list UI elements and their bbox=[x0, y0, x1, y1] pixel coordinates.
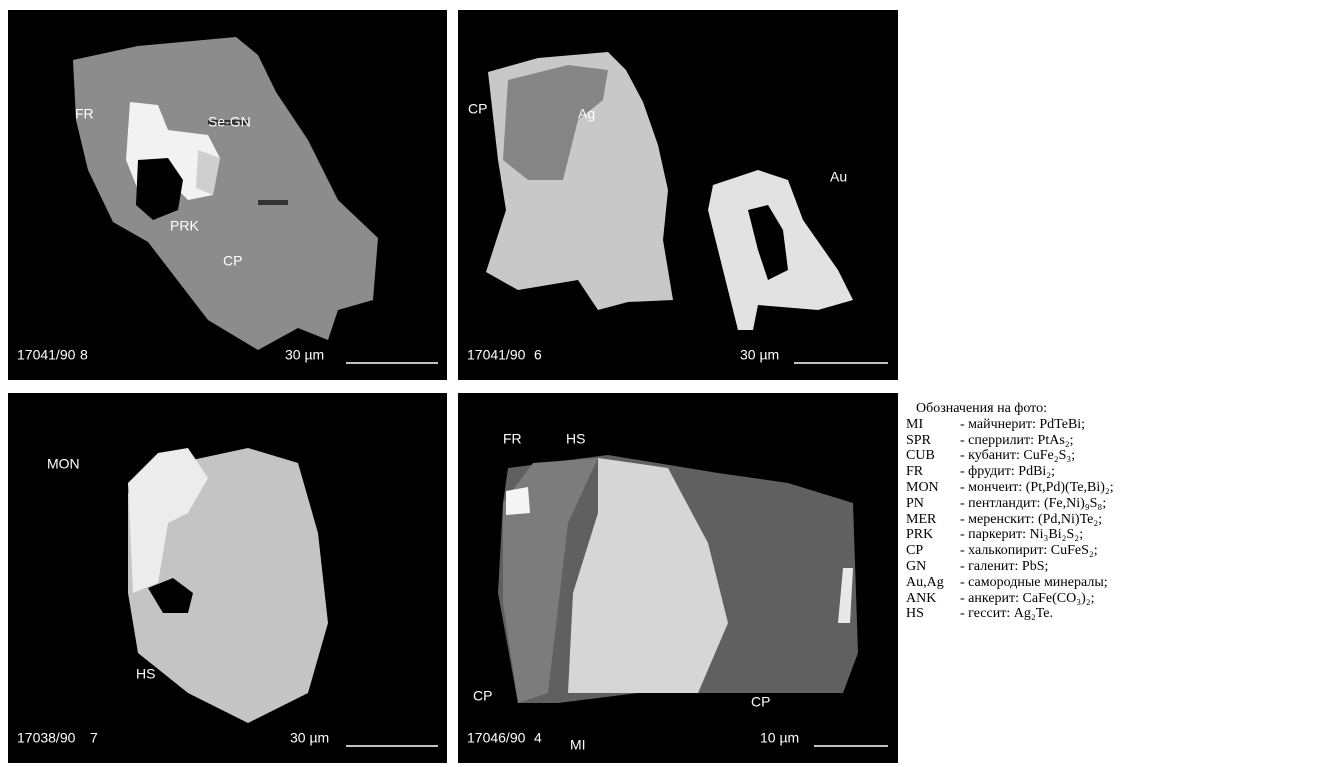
legend-row: HS- гессит: Ag₂Te. bbox=[906, 606, 1114, 622]
legend-code: Au,Ag bbox=[906, 575, 960, 591]
mineral-label: FR bbox=[75, 106, 94, 122]
legend-description: - самородные минералы; bbox=[960, 575, 1108, 591]
panel bbox=[458, 10, 898, 380]
legend-description: - сперрилит: PtAs₂; bbox=[960, 433, 1074, 449]
frame-number: 7 bbox=[90, 730, 98, 746]
legend-description: - кубанит: CuFe₂S₃; bbox=[960, 448, 1075, 464]
legend-row: SPR- сперрилит: PtAs₂; bbox=[906, 433, 1114, 449]
scale-label: 10 µm bbox=[760, 730, 799, 746]
legend-code: SPR bbox=[906, 433, 960, 449]
legend-description: - мончеит: (Pt,Pd)(Te,Bi)₂; bbox=[960, 480, 1114, 496]
legend: Обозначения на фото: MI- майчнерит: PdTe… bbox=[906, 401, 1114, 622]
frame-number: 8 bbox=[80, 347, 88, 363]
legend-description: - халькопирит: CuFeS₂; bbox=[960, 543, 1098, 559]
legend-row: MON- мончеит: (Pt,Pd)(Te,Bi)₂; bbox=[906, 480, 1114, 496]
mineral-label: MON bbox=[47, 456, 80, 472]
legend-description: - фрудит: PdBi₂; bbox=[960, 464, 1055, 480]
sample-id: 17038/90 bbox=[17, 730, 76, 746]
panel bbox=[8, 10, 447, 380]
panel bbox=[8, 393, 447, 763]
legend-code: FR bbox=[906, 464, 960, 480]
legend-description: - майчнерит: PdTeBi; bbox=[960, 417, 1085, 433]
legend-row: CUB- кубанит: CuFe₂S₃; bbox=[906, 448, 1114, 464]
legend-row: MI- майчнерит: PdTeBi; bbox=[906, 417, 1114, 433]
legend-code: MON bbox=[906, 480, 960, 496]
legend-description: - галенит: PbS; bbox=[960, 559, 1048, 575]
legend-code: HS bbox=[906, 606, 960, 622]
legend-description: - пентландит: (Fe,Ni)₉S₈; bbox=[960, 496, 1106, 512]
legend-row: PRK- паркерит: Ni₃Bi₂S₂; bbox=[906, 527, 1114, 543]
mineral-label: FR bbox=[503, 431, 522, 447]
legend-code: MER bbox=[906, 512, 960, 528]
scale-label: 30 µm bbox=[290, 730, 329, 746]
page: FRSe-GNPRKCP17041/90830 µmCPAgAu17041/90… bbox=[0, 0, 1342, 767]
mineral-label: CP bbox=[468, 101, 487, 117]
legend-description: - меренскит: (Pd,Ni)Te₂; bbox=[960, 512, 1102, 528]
mineral-label: CP bbox=[223, 253, 242, 269]
legend-description: - паркерит: Ni₃Bi₂S₂; bbox=[960, 527, 1083, 543]
sample-id: 17041/90 bbox=[17, 347, 76, 363]
legend-code: PRK bbox=[906, 527, 960, 543]
legend-row: Au,Ag- самородные минералы; bbox=[906, 575, 1114, 591]
sample-id: 17041/90 bbox=[467, 347, 526, 363]
legend-code: ANK bbox=[906, 591, 960, 607]
legend-row: PN- пентландит: (Fe,Ni)₉S₈; bbox=[906, 496, 1114, 512]
scale-label: 30 µm bbox=[285, 347, 324, 363]
mineral-label: CP bbox=[473, 688, 492, 704]
mineral-label: PRK bbox=[170, 218, 199, 234]
legend-code: CP bbox=[906, 543, 960, 559]
legend-row: FR- фрудит: PdBi₂; bbox=[906, 464, 1114, 480]
mineral-label: HS bbox=[566, 431, 585, 447]
mineral-label: Au bbox=[830, 169, 847, 185]
legend-row: CP- халькопирит: CuFeS₂; bbox=[906, 543, 1114, 559]
legend-title: Обозначения на фото: bbox=[906, 401, 1114, 417]
mineral-label: CP bbox=[751, 694, 770, 710]
legend-row: ANK- анкерит: CaFe(CO₃)₂; bbox=[906, 591, 1114, 607]
scale-label: 30 µm bbox=[740, 347, 779, 363]
legend-code: PN bbox=[906, 496, 960, 512]
legend-row: MER- меренскит: (Pd,Ni)Te₂; bbox=[906, 512, 1114, 528]
legend-code: GN bbox=[906, 559, 960, 575]
mineral-label: Ag bbox=[578, 106, 595, 122]
mineral-label: HS bbox=[136, 666, 155, 682]
mineral-label: MI bbox=[570, 737, 586, 753]
legend-description: - гессит: Ag₂Te. bbox=[960, 606, 1053, 622]
mineral-label: Se-GN bbox=[208, 114, 251, 130]
frame-number: 4 bbox=[534, 730, 542, 746]
legend-row: GN- галенит: PbS; bbox=[906, 559, 1114, 575]
legend-description: - анкерит: CaFe(CO₃)₂; bbox=[960, 591, 1095, 607]
sample-id: 17046/90 bbox=[467, 730, 526, 746]
panel bbox=[458, 393, 898, 763]
frame-number: 6 bbox=[534, 347, 542, 363]
legend-code: CUB bbox=[906, 448, 960, 464]
legend-code: MI bbox=[906, 417, 960, 433]
